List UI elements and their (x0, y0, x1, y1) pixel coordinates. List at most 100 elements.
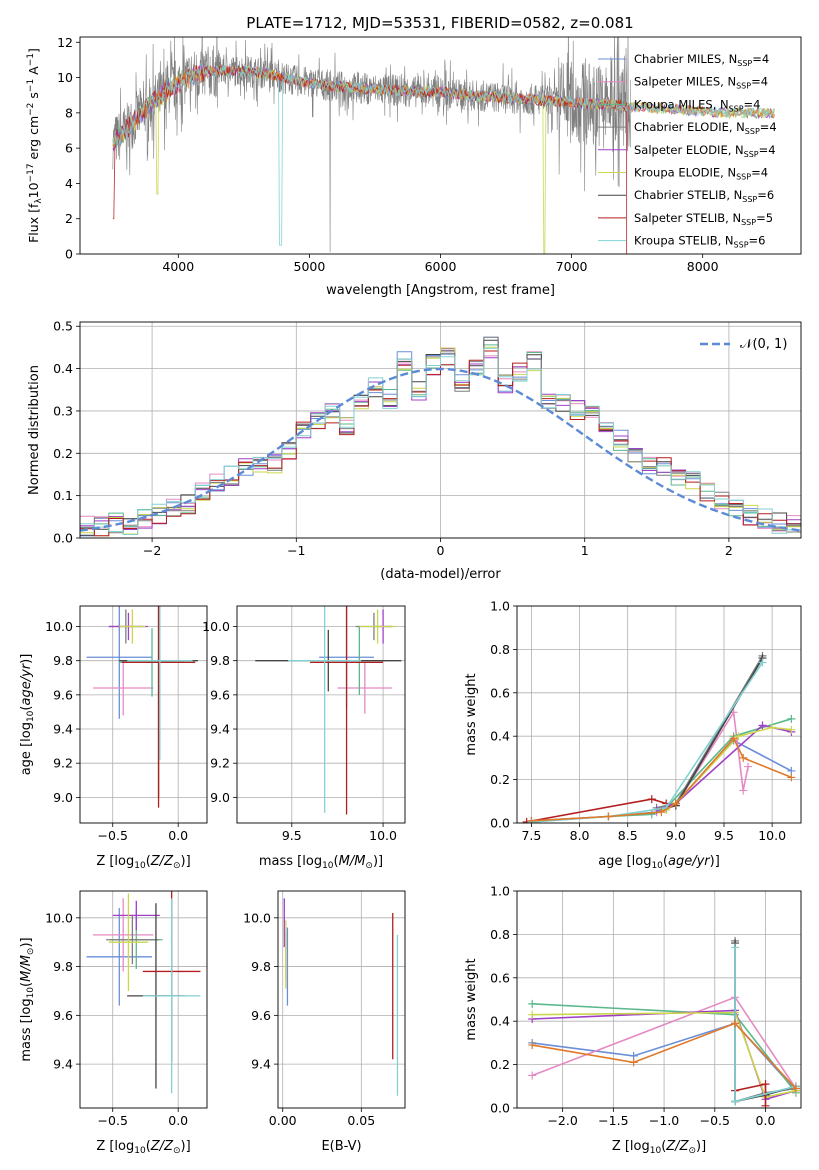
error-bar-point (93, 898, 154, 972)
weight-marker (761, 1080, 770, 1089)
weight-marker (731, 1097, 740, 1106)
error-bar-point (108, 893, 149, 991)
weight-marker (647, 795, 656, 804)
y-tick-label: 0.5 (53, 319, 73, 334)
x-tick-label: 8000 (687, 259, 719, 274)
error-bar-point (86, 908, 153, 1006)
figure-title: PLATE=1712, MJD=53531, FIBERID=0582, z=0… (246, 14, 633, 32)
y-tick-label: 0.4 (490, 1014, 510, 1029)
error-bar-point (359, 609, 396, 644)
error-bar-point (142, 898, 201, 1094)
histogram-plot (80, 336, 801, 537)
error-bar-point (119, 609, 146, 644)
ebv-mass-axes: 0.00 0.05 9.4 9.6 9.8 10.0 E(B-V) (243, 890, 406, 1154)
y-tick-label: 9.6 (251, 1008, 271, 1023)
z-mass-axes: −0.5 0.0 9.4 9.6 9.8 10.0 Z [log10(Z/Z⊙)] mass … (19, 890, 208, 1156)
y-tick-label: 9.8 (53, 959, 73, 974)
error-bar-point (310, 606, 384, 815)
x-tick-label: 9.0 (666, 828, 686, 843)
weight-marker (787, 714, 796, 723)
y-tick-label: 9.0 (210, 790, 230, 805)
axes-frame (516, 605, 802, 824)
legend-label: Chabrier MILES, NSSP=4 (634, 52, 769, 68)
weight-line (665, 726, 792, 811)
error-bar-point (106, 915, 159, 965)
weight-marker (758, 658, 767, 667)
axes-frame (79, 36, 802, 255)
spectrum-axes: 4000 5000 6000 7000 8000 0 2 4 6 8 10 12 wavelength … (26, 35, 802, 298)
weight-marker (739, 753, 748, 762)
x-tick-label: 0.0 (168, 828, 188, 843)
axes-frame (236, 605, 406, 824)
y-tick-label: 0.2 (490, 1057, 510, 1072)
residuals-axes: −2 −1 0 1 2 0.0 0.1 0.2 0.3 0.4 0.5 (data-model)/er… (27, 319, 802, 582)
weight-marker (758, 721, 767, 730)
legend-label: Salpeter STELIB, NSSP=5 (634, 211, 773, 227)
weight-marker (604, 812, 613, 821)
x-tick-label: 10.0 (369, 828, 397, 843)
spectrum-legend: Chabrier MILES, NSSP=4 Salpeter MILES, NS… (598, 52, 777, 250)
y-tick-label: 0.8 (490, 927, 510, 942)
y-tick-label: 10.0 (45, 910, 73, 925)
y-tick-label: 0.2 (490, 772, 510, 787)
y-tick-label: 9.8 (251, 959, 271, 974)
weight-marker (528, 1010, 537, 1019)
x-axis-label: Z [log10(Z/Z⊙)] (612, 1139, 706, 1156)
y-tick-label: 9.6 (53, 687, 73, 702)
error-bar-point (93, 660, 154, 716)
error-bar-point (112, 900, 160, 931)
y-tick-label: 10.0 (243, 910, 271, 925)
y-axis-label: age [log10(age/yr)] (19, 654, 36, 776)
z-mass-plot (86, 891, 201, 1094)
y-tick-label: 4 (65, 176, 73, 191)
x-axis-label: Z [log10(Z/Z⊙)] (96, 1139, 190, 1156)
y-tick-label: 0.4 (490, 729, 510, 744)
z-age-axes: −0.5 0.0 9.0 9.2 9.4 9.6 9.8 10.0 Z [log10(Z/Z⊙)… (19, 605, 208, 871)
weight-marker (657, 808, 666, 817)
y-axis-label: mass [log10(M/M⊙)] (19, 937, 36, 1061)
y-tick-label: 9.2 (53, 756, 73, 771)
x-tick-label: 5000 (294, 259, 326, 274)
y-tick-label: 10 (57, 70, 73, 85)
weights-age-axes: 7.5 8.0 8.5 9.0 9.5 10.0 0.0 0.2 0.4 0.6 0.8 1.0 age… (464, 599, 802, 871)
y-tick-label: 1.0 (490, 884, 510, 899)
x-tick-label: −0.5 (98, 828, 128, 843)
weights-z-plot (528, 936, 800, 1108)
y-axis-label: mass weight (464, 958, 479, 1040)
x-tick-label: 1 (581, 543, 589, 558)
weight-marker (729, 734, 738, 743)
x-tick-label: 0.00 (269, 1113, 297, 1128)
y-tick-label: 0.0 (490, 1101, 510, 1116)
error-bar-point (121, 606, 196, 808)
x-tick-label: 0 (437, 543, 445, 558)
x-tick-label: 7.5 (521, 828, 541, 843)
error-bar-point (288, 606, 362, 813)
weight-marker (629, 1058, 638, 1067)
y-tick-label: 0.1 (53, 488, 73, 503)
legend-label: Salpeter ELODIE, NSSP=4 (634, 143, 776, 159)
y-tick-label: 2 (65, 211, 73, 226)
x-tick-label: 9.5 (282, 828, 302, 843)
axes-frame (277, 890, 406, 1109)
y-tick-label: 0.6 (490, 685, 510, 700)
y-tick-label: 9.4 (251, 1057, 271, 1072)
weights-z-axes: −2.0 −1.5 −1.0 −0.5 0.0 0.0 0.2 0.4 0.6 0.8 1.0 Z [… (464, 884, 802, 1156)
x-tick-label: −0.5 (700, 1113, 730, 1128)
weight-line (532, 1022, 797, 1090)
error-bar-point (337, 662, 393, 714)
x-tick-label: −1.0 (649, 1113, 679, 1128)
axes-frame (79, 321, 802, 539)
weight-marker (768, 723, 777, 732)
legend-label: Chabrier STELIB, NSSP=6 (634, 188, 774, 204)
x-tick-label: 9.5 (714, 828, 734, 843)
normal-curve (80, 367, 801, 532)
weight-marker (528, 1071, 537, 1080)
y-tick-label: 9.0 (53, 790, 73, 805)
x-tick-label: −0.5 (98, 1113, 128, 1128)
y-tick-label: 0.0 (490, 816, 510, 831)
x-tick-label: 6000 (425, 259, 457, 274)
y-tick-label: 9.6 (210, 687, 230, 702)
weight-marker (671, 799, 680, 808)
axes-frame (79, 890, 208, 1109)
x-tick-label: 0.0 (168, 1113, 188, 1128)
